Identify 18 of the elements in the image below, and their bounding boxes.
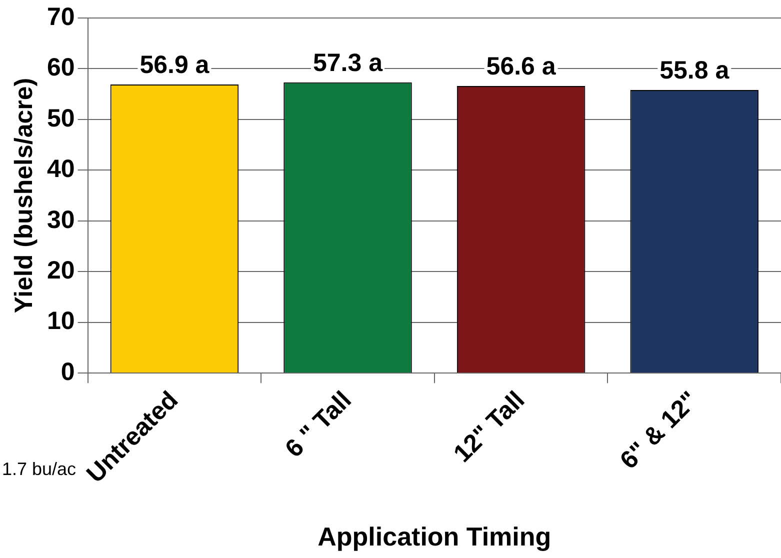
y-axis-title: Yield (bushels/acre) <box>10 78 38 314</box>
text: 1.7 bu/ac <box>2 458 76 479</box>
x-tick-label: 6 " Tall <box>280 386 357 463</box>
x-axis-title: Application Timing <box>318 522 552 552</box>
y-tick-label: 50 <box>46 104 75 132</box>
y-tick-label: 60 <box>46 54 75 82</box>
x-tick-label: 6" & 12" <box>614 386 704 475</box>
data-label: 57.3 a <box>312 48 384 77</box>
y-tick-label: 20 <box>46 256 75 285</box>
data-label: 56.9 a <box>140 50 210 79</box>
y-tick-label: 10 <box>46 307 75 336</box>
y-tick-label: 30 <box>46 206 75 234</box>
y-tick-label: 40 <box>46 155 75 184</box>
data-label: 55.8 a <box>660 56 730 84</box>
y-tick-label: 0 <box>60 358 75 386</box>
y-tick-label: 70 <box>46 2 75 31</box>
data-label: 56.6 a <box>486 52 557 80</box>
x-tick-label: 12" Tall <box>448 386 530 468</box>
